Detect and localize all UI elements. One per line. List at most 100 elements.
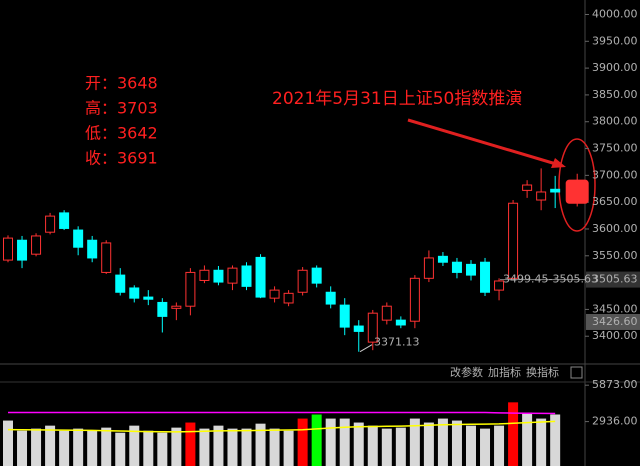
candle-body bbox=[87, 239, 98, 259]
candle-body bbox=[199, 269, 210, 281]
volume-bar bbox=[17, 430, 28, 466]
volume-bar bbox=[129, 425, 140, 466]
volume-bar bbox=[423, 422, 434, 466]
price-marker bbox=[586, 313, 640, 330]
candle-body bbox=[508, 202, 519, 279]
candle-body bbox=[494, 280, 505, 291]
candle-body bbox=[213, 269, 224, 283]
volume-bar bbox=[494, 425, 505, 466]
volume-bar bbox=[339, 418, 350, 466]
candle-body bbox=[423, 257, 434, 279]
candle-body bbox=[451, 261, 462, 273]
volume-bar bbox=[451, 420, 462, 466]
toolbar-button[interactable]: 换指标 bbox=[526, 365, 559, 379]
toolbar-icon[interactable] bbox=[570, 366, 583, 379]
volume-ma-line bbox=[8, 411, 556, 415]
range-label: 3499.45-3505.63 bbox=[503, 273, 598, 286]
candle-body bbox=[283, 292, 294, 304]
y-tick-label: 3900.00 bbox=[592, 61, 638, 74]
price-marker bbox=[586, 271, 640, 288]
candle-body bbox=[550, 188, 561, 193]
candle-body bbox=[255, 256, 266, 298]
candle-body bbox=[522, 184, 533, 191]
low-pointer bbox=[359, 344, 373, 353]
candle-body bbox=[311, 267, 322, 284]
volume-bar bbox=[31, 428, 42, 466]
candle-body bbox=[157, 301, 168, 317]
candle-body bbox=[409, 277, 420, 322]
candle-body bbox=[325, 291, 336, 305]
candle-body bbox=[45, 215, 56, 233]
volume-bar bbox=[367, 425, 378, 466]
candle-body bbox=[3, 237, 13, 261]
volume-bar bbox=[311, 414, 322, 466]
candle-body bbox=[171, 305, 182, 309]
candle-body bbox=[59, 212, 70, 229]
highlight-ellipse bbox=[558, 138, 596, 232]
candle-body bbox=[367, 312, 378, 343]
y-tick-label: 3800.00 bbox=[592, 115, 638, 128]
volume-bar bbox=[213, 425, 224, 466]
candle-body bbox=[536, 191, 547, 201]
toolbar-button[interactable]: 加指标 bbox=[488, 365, 521, 379]
toolbar-button[interactable]: 改参数 bbox=[450, 365, 483, 379]
candle-body bbox=[381, 305, 392, 321]
volume-tick-label: 5873.00 bbox=[592, 378, 638, 391]
volume-bar bbox=[269, 428, 280, 466]
y-tick-label: 3850.00 bbox=[592, 88, 638, 101]
candle-body bbox=[339, 304, 350, 328]
volume-bar bbox=[73, 428, 84, 466]
y-tick-label: 3700.00 bbox=[592, 168, 638, 181]
info-line: 高：3703 bbox=[85, 99, 158, 118]
volume-bar bbox=[3, 420, 13, 466]
y-tick-label: 3400.00 bbox=[592, 329, 638, 342]
price-marker-label: 3505.63 bbox=[592, 273, 638, 286]
y-tick-label: 3950.00 bbox=[592, 34, 638, 47]
volume-bar bbox=[297, 418, 308, 466]
volume-bar bbox=[45, 425, 56, 466]
candle-body bbox=[269, 289, 280, 299]
volume-bar bbox=[101, 427, 112, 466]
info-line: 低：3642 bbox=[85, 124, 158, 143]
y-tick-label: 4000.00 bbox=[592, 7, 638, 20]
candle-body bbox=[143, 296, 154, 300]
y-tick-label: 3600.00 bbox=[592, 222, 638, 235]
arrow bbox=[407, 118, 557, 166]
volume-bar bbox=[283, 430, 294, 466]
volume-bar bbox=[550, 414, 561, 466]
volume-bar bbox=[465, 425, 476, 466]
candle-body bbox=[241, 265, 252, 287]
volume-bar bbox=[199, 428, 210, 466]
volume-bar bbox=[115, 432, 126, 466]
volume-bar bbox=[522, 412, 533, 466]
volume-bar bbox=[325, 418, 336, 466]
candle-body bbox=[31, 235, 42, 255]
candle-body bbox=[129, 287, 140, 299]
candle-body bbox=[185, 271, 196, 307]
y-tick-label: 3550.00 bbox=[592, 249, 638, 262]
info-line: 收：3691 bbox=[85, 149, 158, 168]
candle-body bbox=[73, 229, 84, 248]
volume-bar bbox=[409, 418, 420, 466]
candle-body bbox=[17, 239, 28, 261]
candle-body bbox=[395, 319, 406, 326]
annotation: 2021年5月31日上证50指数推演 bbox=[272, 89, 522, 109]
price-marker-label: 3426.60 bbox=[592, 315, 638, 328]
y-tick-label: 3650.00 bbox=[592, 195, 638, 208]
volume-bar bbox=[87, 430, 98, 466]
candle-body bbox=[480, 261, 491, 293]
candle-body bbox=[465, 263, 476, 276]
y-tick-label: 3750.00 bbox=[592, 142, 638, 155]
volume-bar bbox=[185, 422, 196, 466]
volume-bar bbox=[395, 427, 406, 466]
volume-bar bbox=[227, 428, 238, 466]
candle-body bbox=[115, 274, 126, 293]
volume-bar bbox=[143, 430, 154, 466]
volume-bar bbox=[437, 418, 448, 466]
volume-bar bbox=[536, 418, 547, 466]
candle-body bbox=[227, 267, 238, 284]
volume-tick-label: 2936.00 bbox=[592, 415, 638, 428]
y-tick-label: 3450.00 bbox=[592, 302, 638, 315]
volume-bar bbox=[255, 423, 266, 466]
